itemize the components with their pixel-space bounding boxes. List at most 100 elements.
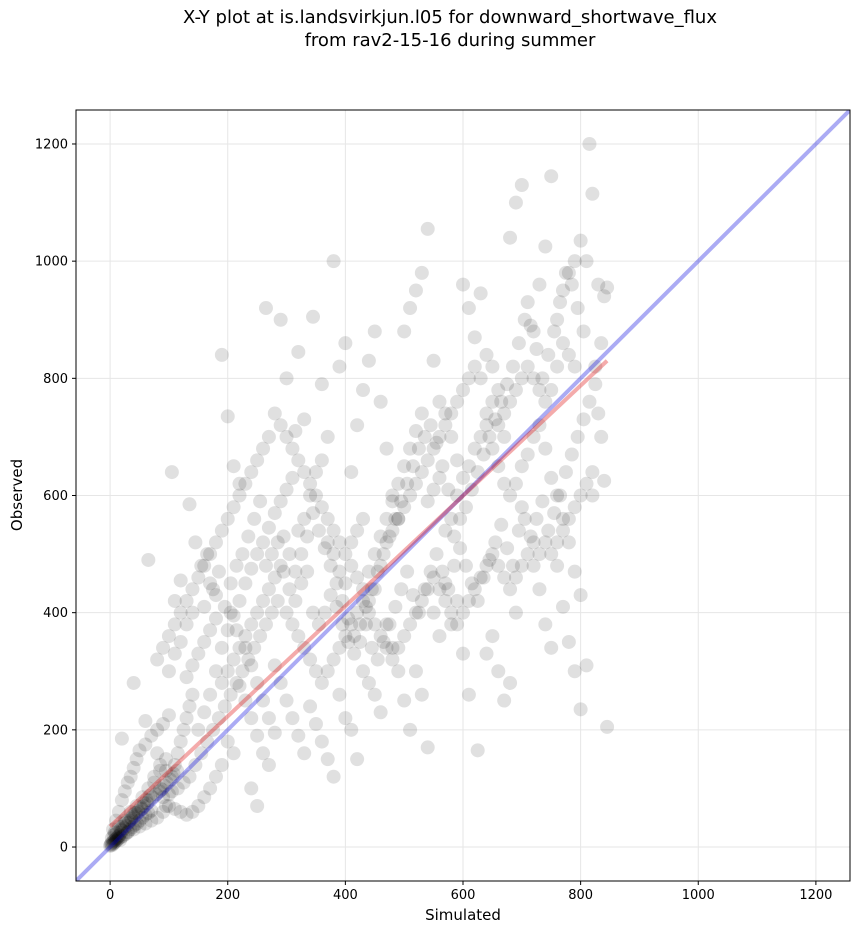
data-point bbox=[350, 570, 365, 585]
data-point bbox=[423, 564, 438, 579]
data-point bbox=[403, 488, 418, 503]
data-point bbox=[326, 769, 341, 784]
data-point bbox=[314, 377, 329, 392]
data-point bbox=[152, 784, 167, 799]
data-point bbox=[179, 711, 194, 726]
data-point bbox=[232, 640, 247, 655]
x-tick-label: 600 bbox=[451, 888, 476, 903]
data-point bbox=[320, 429, 335, 444]
data-point bbox=[133, 800, 148, 815]
data-point bbox=[127, 817, 142, 832]
data-point bbox=[206, 582, 221, 597]
data-point bbox=[118, 815, 133, 830]
data-point bbox=[156, 640, 171, 655]
data-point bbox=[532, 582, 547, 597]
data-point bbox=[241, 529, 256, 544]
data-point bbox=[532, 547, 547, 562]
data-point bbox=[532, 418, 547, 433]
data-point bbox=[294, 576, 309, 591]
data-point bbox=[488, 412, 503, 427]
data-point bbox=[458, 558, 473, 573]
data-point bbox=[123, 804, 138, 819]
data-point bbox=[538, 239, 553, 254]
data-point bbox=[141, 806, 156, 821]
data-point bbox=[417, 429, 432, 444]
data-point bbox=[450, 394, 465, 409]
data-point bbox=[411, 441, 426, 456]
data-point bbox=[105, 835, 120, 850]
data-point bbox=[273, 494, 288, 509]
data-point bbox=[470, 593, 485, 608]
x-tick-label: 400 bbox=[333, 888, 358, 903]
data-point bbox=[503, 394, 518, 409]
data-point bbox=[141, 781, 156, 796]
data-point bbox=[163, 772, 178, 787]
data-point bbox=[485, 359, 500, 374]
data-point bbox=[211, 711, 226, 726]
data-point bbox=[444, 605, 459, 620]
data-point bbox=[579, 658, 594, 673]
data-point bbox=[385, 494, 400, 509]
data-point bbox=[497, 570, 512, 585]
data-point bbox=[514, 459, 529, 474]
data-point bbox=[323, 588, 338, 603]
one-to-one-line bbox=[76, 110, 850, 881]
data-point bbox=[264, 605, 279, 620]
data-point bbox=[129, 799, 144, 814]
data-point bbox=[203, 576, 218, 591]
data-point bbox=[173, 804, 188, 819]
data-point bbox=[306, 309, 321, 324]
data-point bbox=[561, 511, 576, 526]
data-point bbox=[158, 799, 173, 814]
data-point bbox=[103, 838, 118, 853]
data-point bbox=[464, 576, 479, 591]
data-point bbox=[297, 746, 312, 761]
data-point bbox=[588, 377, 603, 392]
data-point bbox=[476, 570, 491, 585]
data-point bbox=[267, 725, 282, 740]
chart-title: X-Y plot at is.landsvirkjun.l05 for down… bbox=[0, 6, 860, 52]
data-point bbox=[232, 488, 247, 503]
data-point bbox=[279, 605, 294, 620]
data-point bbox=[326, 652, 341, 667]
data-point bbox=[214, 347, 229, 362]
regression-line bbox=[108, 359, 609, 828]
x-tick-label: 0 bbox=[106, 888, 114, 903]
data-point bbox=[297, 465, 312, 480]
data-point bbox=[491, 664, 506, 679]
data-point bbox=[226, 746, 241, 761]
data-point bbox=[138, 737, 153, 752]
data-point bbox=[535, 494, 550, 509]
data-point bbox=[117, 816, 132, 831]
data-point bbox=[358, 617, 373, 632]
data-point bbox=[232, 476, 247, 491]
data-point bbox=[258, 301, 273, 316]
data-point bbox=[130, 816, 145, 831]
data-point bbox=[303, 699, 318, 714]
data-point bbox=[220, 409, 235, 424]
data-point bbox=[406, 588, 421, 603]
data-point bbox=[561, 535, 576, 550]
y-tick-label: 1000 bbox=[35, 255, 68, 270]
data-point bbox=[156, 716, 171, 731]
data-point bbox=[505, 359, 520, 374]
data-point bbox=[320, 535, 335, 550]
data-point bbox=[267, 658, 282, 673]
data-point bbox=[314, 500, 329, 515]
data-point bbox=[479, 347, 494, 362]
data-point bbox=[173, 634, 188, 649]
data-point bbox=[161, 787, 176, 802]
data-point bbox=[208, 769, 223, 784]
data-point bbox=[164, 784, 179, 799]
data-point bbox=[456, 470, 470, 485]
data-point bbox=[108, 813, 123, 828]
data-point bbox=[350, 418, 365, 433]
data-point bbox=[541, 523, 556, 538]
data-point bbox=[170, 746, 185, 761]
data-point bbox=[600, 719, 615, 734]
data-point bbox=[385, 640, 400, 655]
data-point bbox=[106, 822, 121, 837]
data-point bbox=[511, 336, 526, 351]
data-point bbox=[197, 790, 212, 805]
data-point bbox=[153, 763, 168, 778]
